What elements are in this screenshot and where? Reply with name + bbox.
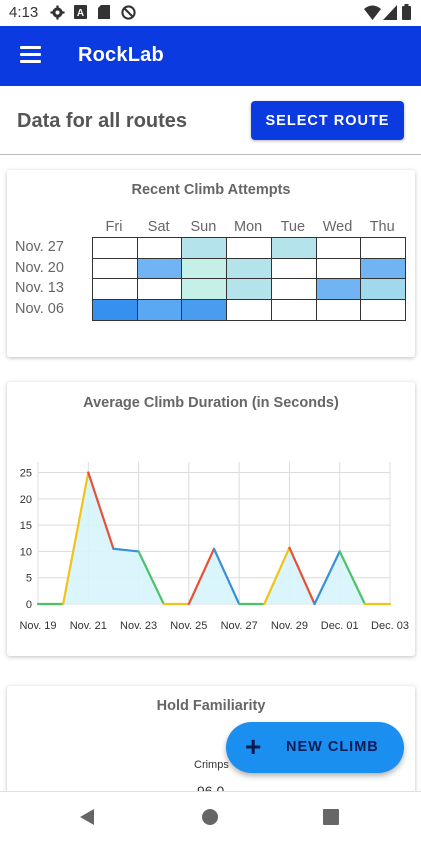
sub-header: Data for all routes SELECT ROUTE xyxy=(0,86,421,155)
signal-icon xyxy=(383,5,397,20)
line-segment xyxy=(313,550,341,606)
app-title: RockLab xyxy=(78,44,164,66)
status-bar: 4:13 A xyxy=(0,0,421,26)
heatmap-week-label: Nov. 27 xyxy=(15,239,64,255)
status-time: 4:13 xyxy=(9,4,39,21)
new-climb-button[interactable]: + NEW CLIMB xyxy=(226,722,404,773)
line-segment xyxy=(112,547,140,553)
heatmap-cell[interactable] xyxy=(226,257,273,280)
heatmap-day-label: Mon xyxy=(233,219,263,235)
heatmap-cell[interactable] xyxy=(226,298,273,321)
recent-climb-attempts-card: Recent Climb Attempts Fri Sat Sun Mon Tue Wed… xyxy=(7,170,415,357)
select-route-button[interactable]: SELECT ROUTE xyxy=(251,101,404,140)
heatmap-cell[interactable] xyxy=(181,298,228,321)
heatmap-cell[interactable] xyxy=(270,257,317,280)
sync-icon xyxy=(121,5,136,20)
heatmap-week-label: Nov. 13 xyxy=(15,280,64,297)
x-tick-label: Nov. 25 xyxy=(170,620,207,632)
sd-card-icon xyxy=(98,5,110,19)
heatmap-cell[interactable] xyxy=(181,278,228,301)
heatmap-cell[interactable] xyxy=(92,298,139,321)
heatmap-cell[interactable] xyxy=(226,278,273,301)
heatmap-cell[interactable] xyxy=(360,237,407,260)
new-climb-label: NEW CLIMB xyxy=(286,739,379,755)
heatmap-cell[interactable] xyxy=(315,298,362,321)
heatmap-cell[interactable] xyxy=(92,278,139,301)
line-segment xyxy=(338,550,366,606)
line-segment xyxy=(137,550,165,606)
heatmap-cell[interactable] xyxy=(360,257,407,280)
page-title: Data for all routes xyxy=(17,110,188,132)
heatmap-day-label: Sun xyxy=(190,219,217,235)
heatmap-cell[interactable] xyxy=(136,237,183,260)
plus-icon: + xyxy=(245,731,262,762)
y-tick-label: 5 xyxy=(26,573,32,585)
heatmap-cell[interactable] xyxy=(315,278,362,301)
familiarity-title: Hold Familiarity xyxy=(156,698,266,714)
heatmap-cell[interactable] xyxy=(136,278,183,301)
heatmap-cell[interactable] xyxy=(315,237,362,260)
heatmap-cell[interactable] xyxy=(136,298,183,321)
x-tick-label: Nov. 27 xyxy=(221,620,258,632)
heatmap-cell[interactable] xyxy=(136,257,183,280)
heatmap-day-label: Thu xyxy=(369,219,395,235)
heatmap-day-label: Fri xyxy=(105,219,123,235)
y-tick-label: 15 xyxy=(20,520,32,532)
heatmap-cell[interactable] xyxy=(360,298,407,321)
line-segment xyxy=(62,471,90,606)
settings-icon xyxy=(50,5,65,20)
heatmap-day-label: Wed xyxy=(322,219,353,235)
back-icon[interactable] xyxy=(80,809,94,825)
heatmap-cell[interactable] xyxy=(92,257,139,280)
heatmap-week-label: Nov. 06 xyxy=(15,300,64,317)
heatmap-cell[interactable] xyxy=(92,237,139,260)
area-fill xyxy=(38,472,390,604)
x-tick-label: Nov. 21 xyxy=(70,620,107,632)
y-tick-label: 20 xyxy=(20,494,32,506)
heatmap-title: Recent Climb Attempts xyxy=(131,182,291,198)
heatmap-cell[interactable] xyxy=(181,257,228,280)
line-segment xyxy=(288,546,316,606)
line-chart: 0 5 10 15 20 25 Nov. 19 Nov. 21 Nov. 23 Nov. 25 No… xyxy=(19,462,409,632)
line-segment xyxy=(87,471,115,550)
x-tick-label: Nov. 19 xyxy=(19,620,56,632)
home-icon[interactable] xyxy=(202,809,218,825)
line-chart-title: Average Climb Duration (in Seconds) xyxy=(83,395,339,411)
svg-text:A: A xyxy=(77,8,84,19)
heatmap-cell[interactable] xyxy=(181,237,228,260)
average-climb-duration-card: Average Climb Duration (in Seconds) 0 5 10… xyxy=(7,382,415,656)
wifi-icon xyxy=(364,5,381,20)
heatmap-week-label: Nov. 20 xyxy=(15,259,64,276)
a-square-icon: A xyxy=(74,5,87,19)
system-nav-bar xyxy=(0,791,421,842)
line-segment xyxy=(187,547,216,606)
y-tick-label: 0 xyxy=(26,599,32,611)
heatmap-cell[interactable] xyxy=(270,278,317,301)
x-tick-label: Dec. 03 xyxy=(371,620,409,632)
line-segment xyxy=(263,546,291,606)
heatmap-cell[interactable] xyxy=(226,237,273,260)
heatmap-day-label: Sat xyxy=(147,219,170,235)
battery-icon xyxy=(402,4,411,20)
heatmap-cell[interactable] xyxy=(360,278,407,301)
familiarity-label-crimps: Crimps xyxy=(194,759,229,771)
heatmap-cell[interactable] xyxy=(270,298,317,321)
y-tick-label: 25 xyxy=(20,468,32,480)
x-tick-label: Nov. 23 xyxy=(120,620,157,632)
y-tick-label: 10 xyxy=(20,546,32,558)
heatmap-cell[interactable] xyxy=(315,257,362,280)
heatmap-day-label: Tue xyxy=(280,219,306,235)
app-bar: RockLab xyxy=(0,26,421,86)
hamburger-menu-icon[interactable] xyxy=(20,46,41,63)
x-tick-label: Dec. 01 xyxy=(321,620,359,632)
x-tick-label: Nov. 29 xyxy=(271,620,308,632)
heatmap-cell[interactable] xyxy=(270,237,317,260)
line-segment xyxy=(212,547,241,606)
recents-icon[interactable] xyxy=(323,809,339,825)
